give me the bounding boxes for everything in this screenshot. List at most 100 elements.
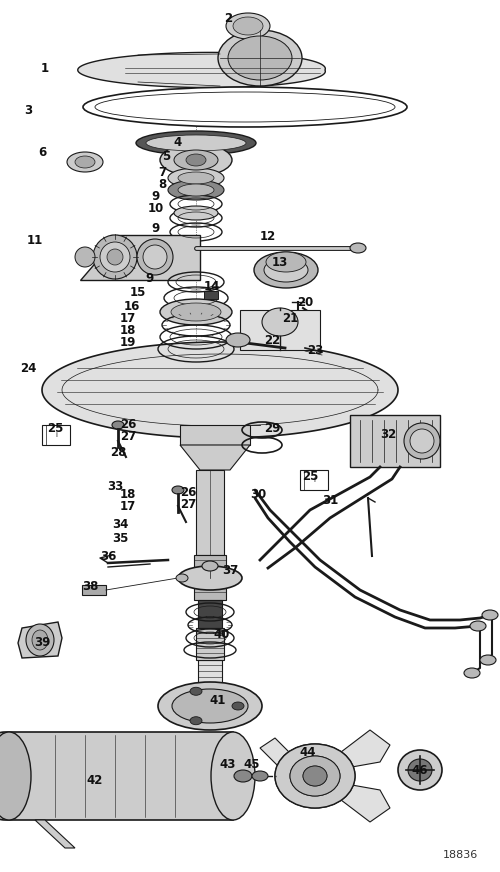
Text: 18: 18 [120, 487, 136, 501]
Text: 3: 3 [24, 104, 32, 117]
Text: 30: 30 [250, 487, 266, 501]
Polygon shape [196, 628, 224, 660]
Text: 18: 18 [120, 324, 136, 337]
Ellipse shape [178, 184, 214, 196]
Ellipse shape [262, 308, 298, 336]
Text: 19: 19 [120, 336, 136, 349]
Text: 36: 36 [100, 549, 116, 562]
Ellipse shape [143, 245, 167, 269]
Ellipse shape [93, 235, 137, 279]
Ellipse shape [404, 423, 440, 459]
Bar [240, 310, 320, 350]
Ellipse shape [178, 566, 242, 590]
Text: 16: 16 [124, 299, 140, 312]
Ellipse shape [83, 87, 407, 127]
Ellipse shape [26, 624, 54, 656]
Ellipse shape [218, 30, 302, 86]
Text: 23: 23 [307, 344, 323, 357]
Ellipse shape [408, 759, 432, 781]
Bar [350, 415, 440, 467]
Ellipse shape [146, 135, 246, 151]
Text: 31: 31 [322, 494, 338, 507]
Ellipse shape [136, 131, 256, 155]
Text: 9: 9 [146, 271, 154, 284]
Ellipse shape [176, 574, 188, 582]
Text: 4: 4 [174, 135, 182, 148]
Text: 37: 37 [222, 563, 238, 576]
Ellipse shape [190, 717, 202, 725]
Polygon shape [180, 445, 250, 470]
Ellipse shape [190, 687, 202, 695]
Text: 11: 11 [27, 234, 43, 247]
Polygon shape [196, 470, 224, 555]
Text: 26: 26 [180, 486, 196, 499]
Bar [42, 425, 70, 445]
Text: 26: 26 [120, 418, 136, 431]
Ellipse shape [398, 750, 442, 790]
Ellipse shape [290, 756, 340, 796]
Text: 20: 20 [297, 296, 313, 309]
Text: 43: 43 [220, 758, 236, 771]
Ellipse shape [211, 732, 255, 820]
Ellipse shape [168, 180, 224, 200]
Ellipse shape [226, 333, 250, 347]
Polygon shape [320, 782, 390, 822]
Bar [82, 585, 106, 595]
Ellipse shape [264, 258, 308, 282]
Polygon shape [42, 342, 398, 438]
Ellipse shape [75, 247, 95, 267]
Text: i: i [313, 477, 315, 483]
Text: 33: 33 [107, 480, 123, 493]
Text: 41: 41 [210, 693, 226, 706]
Text: 38: 38 [82, 580, 98, 592]
Text: 32: 32 [380, 427, 396, 440]
Text: 29: 29 [264, 421, 280, 434]
Ellipse shape [178, 172, 214, 184]
Ellipse shape [107, 249, 123, 265]
Ellipse shape [67, 152, 103, 172]
Text: 25: 25 [302, 469, 318, 482]
Polygon shape [320, 730, 390, 770]
Ellipse shape [482, 610, 498, 620]
Polygon shape [260, 738, 307, 772]
Ellipse shape [75, 156, 95, 168]
Ellipse shape [233, 17, 263, 35]
Ellipse shape [252, 771, 268, 781]
Ellipse shape [232, 702, 244, 710]
Ellipse shape [303, 766, 327, 786]
Text: 6: 6 [38, 146, 46, 159]
Ellipse shape [100, 242, 130, 272]
Text: 13: 13 [272, 255, 288, 269]
Text: 17: 17 [120, 311, 136, 324]
Ellipse shape [137, 239, 173, 275]
Text: 39: 39 [34, 636, 50, 649]
Text: 17: 17 [120, 500, 136, 513]
Ellipse shape [303, 766, 327, 786]
Polygon shape [194, 555, 226, 600]
Ellipse shape [171, 303, 221, 321]
Polygon shape [198, 660, 222, 700]
Ellipse shape [160, 144, 232, 176]
Ellipse shape [0, 732, 31, 820]
Ellipse shape [254, 252, 318, 288]
Ellipse shape [226, 13, 270, 39]
Ellipse shape [174, 150, 218, 170]
Text: 46: 46 [412, 764, 428, 776]
Text: 42: 42 [87, 773, 103, 787]
Ellipse shape [228, 36, 292, 80]
Text: 22: 22 [264, 333, 280, 346]
Ellipse shape [464, 668, 480, 678]
Ellipse shape [160, 299, 232, 325]
Ellipse shape [480, 655, 496, 665]
Text: 9: 9 [152, 221, 160, 235]
Ellipse shape [32, 630, 48, 650]
Ellipse shape [410, 429, 434, 453]
Bar [204, 291, 218, 299]
Ellipse shape [202, 561, 218, 571]
Polygon shape [180, 425, 250, 445]
Text: 28: 28 [110, 446, 126, 459]
Polygon shape [0, 742, 9, 810]
Ellipse shape [275, 744, 355, 808]
Polygon shape [80, 235, 200, 280]
Text: 10: 10 [148, 201, 164, 215]
